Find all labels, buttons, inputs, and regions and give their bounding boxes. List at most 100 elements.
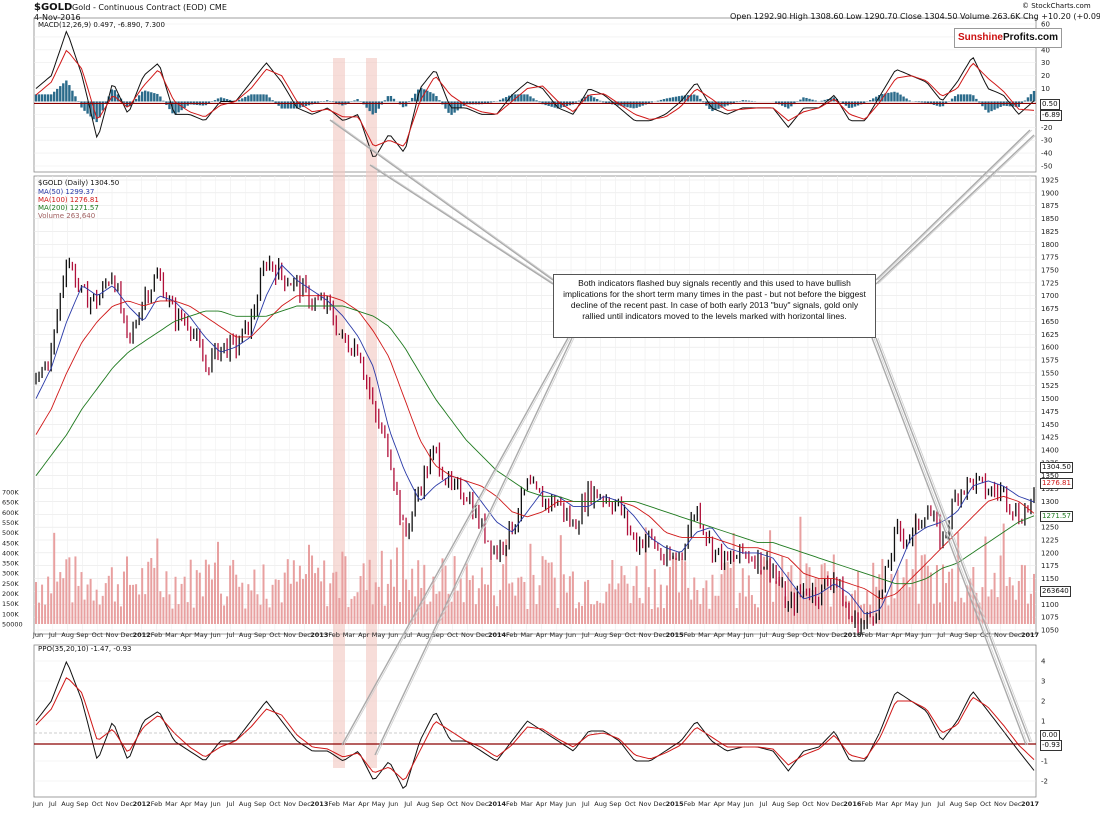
macd-hist-bar — [62, 83, 65, 102]
volume-bar — [132, 584, 135, 624]
volume-bar — [693, 577, 696, 624]
volume-bar — [699, 603, 702, 624]
x-tick-label: Feb — [151, 631, 163, 639]
x-tick-label: 2013 — [310, 631, 328, 639]
macd-hist-bar — [602, 101, 605, 103]
x-tick-label: Dec — [298, 631, 311, 639]
macd-hist-bar — [377, 101, 380, 109]
ppo-tick-label: 3 — [1041, 678, 1045, 686]
macd-hist-bar — [147, 91, 150, 102]
volume-bar — [350, 598, 353, 624]
macd-hist-bar — [459, 101, 462, 109]
volume-bar — [781, 555, 784, 624]
price-tick-label: 1300 — [1041, 498, 1059, 506]
volume-tick-label: 700K — [2, 489, 19, 497]
volume-bar — [135, 584, 138, 624]
x-tick-label: Feb — [151, 800, 163, 808]
volume-bar — [113, 601, 116, 624]
annotation-pointer-line — [343, 337, 571, 746]
macd-hist-bar — [371, 101, 374, 115]
volume-bar — [687, 587, 690, 624]
x-tick-label: Oct — [802, 631, 814, 639]
x-tick-label: Jun — [743, 631, 754, 639]
macd-legend: MACD(12,26,9) 0.497, -6.890, 7.300 — [38, 21, 165, 29]
macd-hist-bar — [1014, 101, 1017, 107]
volume-bar — [332, 572, 335, 624]
macd-hist-bar — [626, 101, 629, 108]
macd-hist-bar — [289, 101, 293, 109]
volume-bar — [417, 560, 420, 624]
macd-hist-bar — [316, 101, 320, 103]
macd-hist-bar — [183, 101, 186, 108]
volume-bar — [122, 571, 125, 624]
volume-bar — [938, 602, 941, 624]
macd-tick-label: -50 — [1041, 163, 1052, 171]
volume-bar — [159, 591, 162, 624]
macd-hist-bar — [286, 101, 289, 109]
macd-hist-bar — [1017, 101, 1021, 107]
volume-bar — [990, 589, 993, 624]
volume-bar — [1017, 580, 1020, 624]
x-tick-label: 2016 — [843, 631, 862, 639]
volume-bar — [999, 555, 1002, 624]
ppo-tick-label: -2 — [1041, 778, 1048, 786]
x-tick-label: 2015 — [666, 631, 685, 639]
macd-hist-bar — [784, 101, 787, 108]
macd-hist-bar — [559, 101, 562, 108]
volume-bar — [714, 595, 717, 624]
volume-bar — [80, 572, 83, 624]
volume-bar — [929, 572, 932, 624]
volume-bar — [957, 532, 960, 624]
macd-hist-bar — [216, 98, 220, 102]
volume-bar — [608, 583, 611, 624]
x-tick-label: May — [905, 800, 919, 808]
volume-bar — [89, 578, 92, 624]
volume-bar — [532, 574, 535, 624]
x-tick-label: May — [372, 800, 386, 808]
x-tick-label: Jun — [210, 800, 221, 808]
price-tick-label: 1650 — [1041, 318, 1059, 326]
x-tick-label: May — [549, 800, 563, 808]
volume-bar — [565, 592, 568, 624]
volume-bar — [189, 559, 192, 624]
x-tick-label: Jun — [565, 631, 576, 639]
volume-bar — [866, 590, 869, 624]
x-tick-label: Oct — [92, 631, 104, 639]
macd-hist-bar — [586, 94, 590, 102]
volume-bar — [505, 539, 508, 624]
x-tick-label: Oct — [447, 800, 459, 808]
volume-bar — [993, 572, 996, 624]
volume-tick-label: 100K — [2, 610, 19, 618]
volume-bar — [665, 585, 668, 624]
macd-hist-bar — [483, 101, 487, 104]
series-lines — [34, 30, 1036, 789]
macd-hist-bar — [295, 101, 299, 109]
volume-bar — [541, 556, 544, 624]
price-tick-label: 1875 — [1041, 202, 1059, 210]
ppo-tick-label: -1 — [1041, 758, 1048, 766]
x-tick-label: Apr — [713, 631, 725, 639]
x-tick-label: Jul — [759, 631, 768, 639]
macd-hist-bar — [793, 101, 796, 105]
volume-bar — [581, 605, 584, 624]
x-tick-label: Aug — [61, 631, 74, 639]
macd-tick-label: -40 — [1041, 150, 1052, 158]
macd-hist-bar — [280, 101, 283, 109]
x-tick-label: Nov — [994, 800, 1007, 808]
volume-bar — [653, 569, 656, 624]
macd-hist-bar — [80, 101, 83, 108]
x-tick-label: Aug — [950, 631, 963, 639]
volume-bar — [547, 562, 550, 624]
macd-hist-bar — [368, 101, 371, 112]
volume-bar — [802, 591, 805, 624]
annotation-lines — [329, 119, 1037, 756]
price-tick-label: 1675 — [1041, 305, 1059, 313]
volume-bar — [480, 567, 483, 624]
volume-bar — [168, 594, 171, 624]
x-tick-label: Jun — [32, 631, 43, 639]
volume-bar — [826, 571, 829, 624]
volume-bar — [359, 576, 362, 624]
volume-bar — [829, 606, 832, 624]
x-tick-label: Apr — [358, 800, 370, 808]
